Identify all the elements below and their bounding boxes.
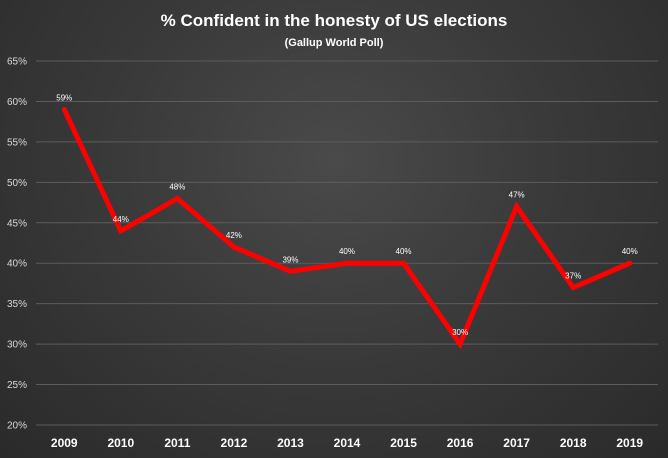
chart-title: % Confident in the honesty of US electio…: [161, 11, 508, 30]
data-labels: 59% 44% 48% 42% 39% 40% 40% 30% 47% 37% 40%: [56, 94, 637, 338]
data-point-2018: [570, 284, 576, 290]
y-tick-label-30: 30%: [7, 340, 27, 351]
y-tick-label-45: 45%: [7, 218, 27, 229]
data-point-2010: [118, 228, 124, 234]
data-point-2012: [231, 244, 237, 250]
data-point-2016: [457, 341, 463, 347]
data-point-2015: [401, 260, 407, 266]
x-tick-label-2017: 2017: [503, 436, 530, 450]
y-axis-tick-labels: 20% 25% 30% 35% 40% 45% 50% 55% 60% 65%: [7, 57, 27, 432]
data-point-2009: [61, 107, 67, 113]
x-tick-label-2013: 2013: [277, 436, 304, 450]
data-label-2009: 59%: [56, 94, 72, 103]
data-label-2017: 47%: [509, 191, 525, 200]
data-label-2014: 40%: [339, 247, 355, 256]
x-tick-label-2010: 2010: [107, 436, 134, 450]
y-tick-label-40: 40%: [7, 259, 27, 270]
data-point-2011: [174, 196, 180, 202]
data-point-2017: [514, 204, 520, 210]
x-tick-label-2012: 2012: [221, 436, 248, 450]
y-tick-label-60: 60%: [7, 97, 27, 108]
x-tick-label-2014: 2014: [334, 436, 361, 450]
series-line-0: [62, 108, 631, 350]
y-tick-label-25: 25%: [7, 380, 27, 391]
y-tick-label-20: 20%: [7, 421, 27, 432]
gridlines: [36, 60, 658, 426]
x-axis-tick-labels: 2009 2010 2011 2012 2013 2014 2015 2016 2017 2018…: [51, 436, 643, 450]
data-label-2010: 44%: [113, 215, 129, 224]
x-tick-label-2018: 2018: [560, 436, 587, 450]
data-point-2019: [627, 260, 633, 266]
data-label-2019: 40%: [622, 247, 638, 256]
x-tick-label-2016: 2016: [447, 436, 474, 450]
x-tick-label-2015: 2015: [390, 436, 417, 450]
data-label-2018: 37%: [565, 271, 581, 280]
data-point-2014: [344, 260, 350, 266]
data-label-2012: 42%: [226, 231, 242, 240]
series-layer: [61, 107, 633, 350]
y-tick-label-35: 35%: [7, 299, 27, 310]
data-label-2015: 40%: [396, 247, 412, 256]
y-tick-label-65: 65%: [7, 57, 27, 68]
data-label-2016: 30%: [452, 328, 468, 337]
x-tick-label-2019: 2019: [616, 436, 643, 450]
y-tick-label-50: 50%: [7, 178, 27, 189]
data-label-2011: 48%: [169, 183, 185, 192]
data-label-2013: 39%: [282, 255, 298, 264]
x-tick-label-2011: 2011: [164, 436, 190, 450]
data-point-2013: [287, 268, 293, 274]
x-tick-label-2009: 2009: [51, 436, 78, 450]
chart-subtitle: (Gallup World Poll): [285, 37, 384, 49]
y-tick-label-55: 55%: [7, 137, 27, 148]
